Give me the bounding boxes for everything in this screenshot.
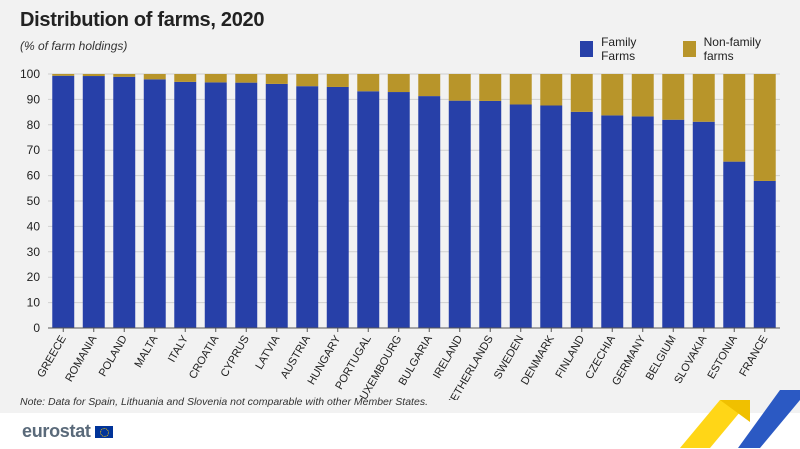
bar-nonfamily (540, 74, 563, 106)
x-tick-label: CZECHIA (583, 333, 618, 381)
y-tick-label: 100 (20, 67, 40, 81)
bar-family (479, 100, 502, 328)
bar-nonfamily (235, 74, 258, 83)
bar-family (265, 83, 288, 328)
bar-family (418, 96, 441, 329)
legend: Family Farms Non-family farms (580, 35, 800, 63)
bar-family (204, 82, 227, 329)
bar-family (662, 119, 685, 328)
bar-nonfamily (296, 74, 319, 87)
legend-item-family: Family Farms (580, 35, 661, 63)
bar-nonfamily (113, 74, 136, 77)
x-tick-label: BELGIUM (644, 334, 679, 383)
footer-bar (0, 413, 800, 449)
bar-family (113, 76, 136, 328)
x-tick-label: POLAND (97, 333, 130, 378)
bar-nonfamily (418, 74, 441, 97)
x-tick-label: AUSTRIA (279, 333, 314, 381)
bar-nonfamily (82, 74, 105, 77)
legend-swatch-family (580, 41, 594, 57)
bar-nonfamily (204, 74, 227, 83)
bar-family (82, 76, 105, 328)
x-tick-label: CYPRUS (219, 334, 252, 380)
legend-label-nonfamily: Non-family farms (703, 35, 761, 63)
bar-family (570, 111, 593, 328)
x-tick-label: LATVIA (253, 333, 282, 372)
bar-nonfamily (692, 74, 715, 122)
bar-family (601, 115, 624, 328)
bar-chart: 0 10 20 30 40 50 60 70 80 90 100 GREECEROMANIAPOLAN… (20, 67, 780, 400)
x-tick-label: FINLAND (553, 333, 587, 380)
bar-nonfamily (387, 74, 410, 93)
y-tick-label: 10 (27, 296, 41, 310)
x-tick-label: ITALY (166, 333, 191, 365)
bar-family (296, 86, 319, 328)
bar-family (235, 82, 258, 328)
y-tick-label: 70 (27, 143, 41, 157)
bar-nonfamily (509, 74, 532, 105)
bar-family (326, 86, 349, 328)
eurostat-chevron-icon (680, 390, 800, 448)
bar-family (174, 81, 197, 329)
bar-nonfamily (52, 74, 75, 76)
y-tick-label: 30 (27, 245, 41, 259)
eurostat-logo: eurostat (22, 421, 113, 442)
y-tick-label: 0 (33, 321, 40, 335)
bar-family (692, 121, 715, 328)
bar-nonfamily (631, 74, 654, 117)
x-tick-label: CROATIA (187, 333, 222, 381)
legend-swatch-nonfamily (682, 41, 696, 57)
bar-nonfamily (265, 74, 288, 84)
bar-nonfamily (601, 74, 624, 116)
y-tick-label: 20 (27, 270, 41, 284)
x-tick-label: SWEDEN (492, 333, 527, 381)
bar-nonfamily (662, 74, 685, 120)
x-tick-label: IRELAND (431, 333, 465, 380)
y-tick-label: 80 (27, 118, 41, 132)
bar-family (357, 91, 380, 328)
y-tick-label: 40 (27, 219, 41, 233)
bar-family (509, 104, 532, 328)
bar-family (143, 79, 166, 328)
bar-family (387, 92, 410, 328)
bar-family (753, 180, 776, 328)
y-tick-label: 90 (27, 92, 41, 106)
bar-nonfamily (357, 74, 380, 92)
bar-nonfamily (326, 74, 349, 87)
y-tick-label: 50 (27, 194, 41, 208)
logo-text: eurostat (22, 421, 91, 441)
bar-nonfamily (448, 74, 471, 101)
x-tick-label: MALTA (132, 333, 160, 370)
x-tick-label: GREECE (35, 334, 69, 380)
bar-family (631, 116, 654, 328)
bar-nonfamily (570, 74, 593, 112)
bar-nonfamily (479, 74, 502, 101)
y-tick-label: 60 (27, 169, 41, 183)
legend-label-family: Family Farms (601, 35, 637, 63)
eu-flag-icon (94, 425, 113, 438)
bar-nonfamily (143, 74, 166, 80)
bar-family (540, 105, 563, 328)
x-tick-label: ROMANIA (63, 333, 99, 384)
bar-family (52, 75, 75, 328)
bar-family (723, 161, 746, 328)
bar-nonfamily (753, 74, 776, 181)
bar-nonfamily (723, 74, 746, 162)
legend-item-nonfamily: Non-family farms (682, 35, 779, 63)
chart-title: Distribution of farms, 2020 (20, 9, 265, 31)
bar-family (448, 100, 471, 328)
bar-nonfamily (174, 74, 197, 82)
chart-note: Note: Data for Spain, Lithuania and Slov… (20, 396, 428, 408)
chart-subtitle: (% of farm holdings) (20, 39, 128, 53)
